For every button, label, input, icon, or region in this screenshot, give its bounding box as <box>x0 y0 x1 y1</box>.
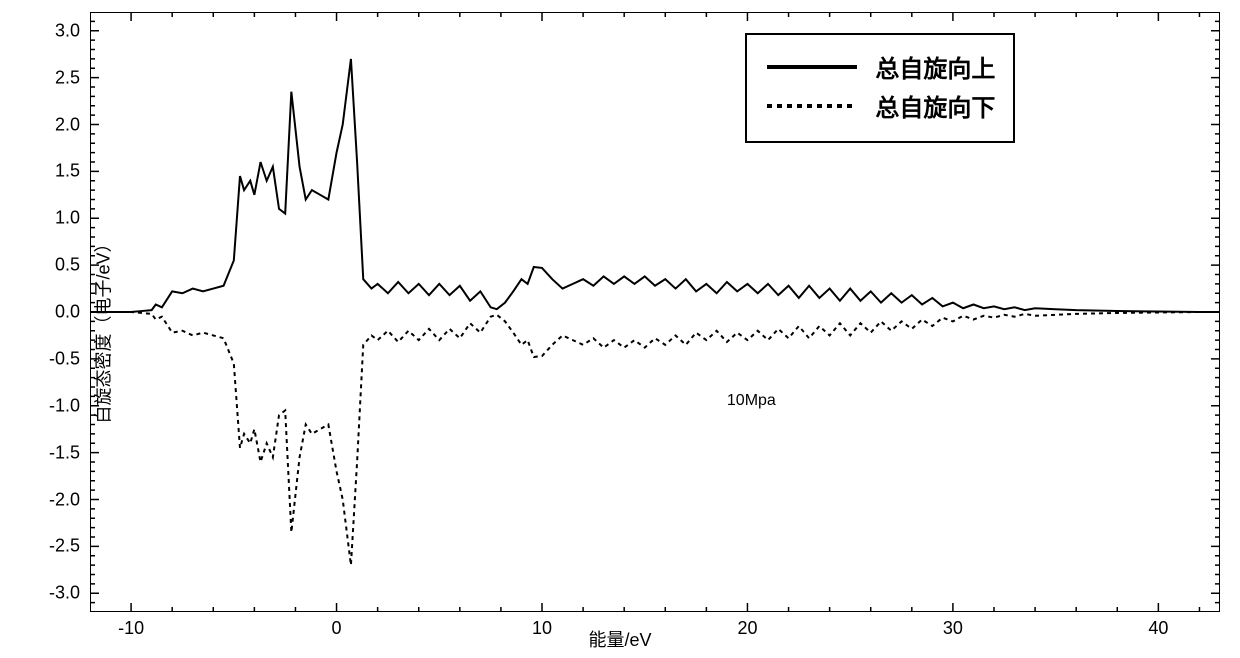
legend: 总自旋向上 总自旋向下 <box>745 33 1015 143</box>
legend-label-up: 总自旋向上 <box>875 49 995 84</box>
x-tick-label: 0 <box>332 612 342 639</box>
y-tick-label: 0.0 <box>55 302 90 323</box>
annotation-text: 10Mpa <box>727 392 776 410</box>
y-tick-label: 0.5 <box>55 255 90 276</box>
plot-svg <box>90 12 1220 612</box>
y-tick-label: -3.0 <box>49 583 90 604</box>
legend-label-down: 总自旋向下 <box>875 88 995 123</box>
x-tick-label: -10 <box>118 612 144 639</box>
y-tick-label: -2.0 <box>49 489 90 510</box>
y-tick-label: -2.5 <box>49 536 90 557</box>
y-tick-label: 2.0 <box>55 114 90 135</box>
x-tick-label: 40 <box>1148 612 1168 639</box>
y-tick-label: 1.5 <box>55 161 90 182</box>
y-tick-label: -1.0 <box>49 395 90 416</box>
x-tick-label: 10 <box>532 612 552 639</box>
y-tick-label: 1.0 <box>55 208 90 229</box>
y-tick-label: 3.0 <box>55 20 90 41</box>
x-tick-label: 20 <box>737 612 757 639</box>
plot-area: 总自旋向上 总自旋向下 10Mpa -10010203040-3.0-2.5-2… <box>90 12 1220 612</box>
legend-swatch-dashed <box>767 95 857 117</box>
legend-row-up: 总自旋向上 <box>767 49 995 84</box>
chart-container: 白旋态密度（电子/eV） 能量/eV 总自旋向上 总自旋向下 10Mpa -10… <box>0 0 1240 658</box>
y-tick-label: -0.5 <box>49 348 90 369</box>
legend-swatch-solid <box>767 56 857 78</box>
x-tick-label: 30 <box>943 612 963 639</box>
legend-row-down: 总自旋向下 <box>767 88 995 123</box>
x-axis-label: 能量/eV <box>588 626 651 652</box>
y-tick-label: -1.5 <box>49 442 90 463</box>
y-tick-label: 2.5 <box>55 67 90 88</box>
